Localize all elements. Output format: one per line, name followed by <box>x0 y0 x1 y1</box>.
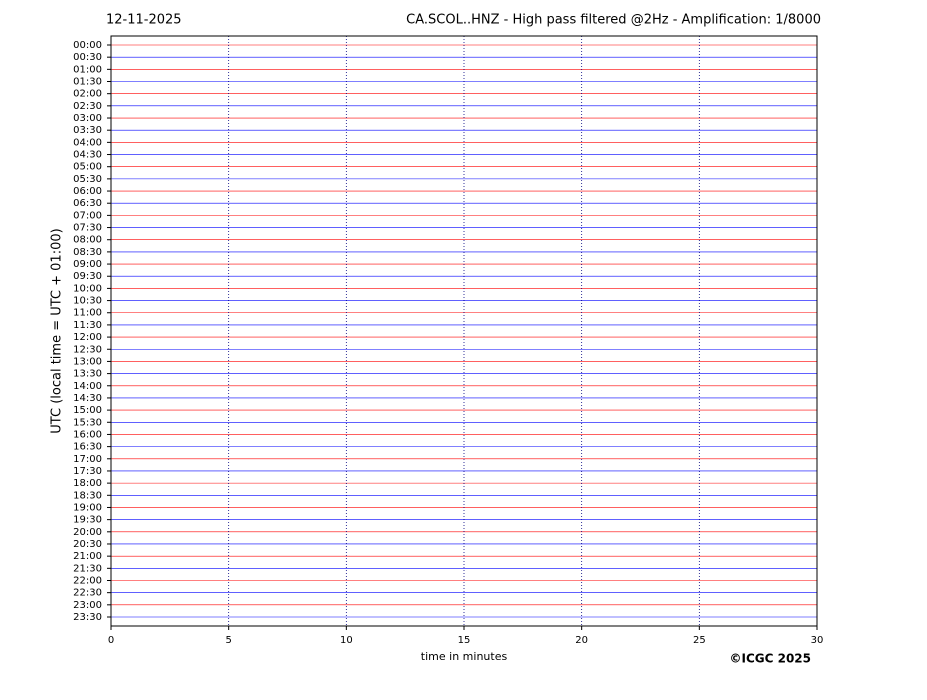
y-tick-label: 18:00 <box>73 478 102 489</box>
y-tick-label: 22:00 <box>73 575 102 586</box>
y-tick-label: 18:30 <box>73 490 102 501</box>
y-tick-label: 23:30 <box>73 612 102 623</box>
x-tick-label: 10 <box>340 635 353 646</box>
plot-frame <box>110 35 818 627</box>
x-tick-label: 0 <box>108 635 114 646</box>
y-tick-label: 04:00 <box>73 137 102 148</box>
y-tick-label: 00:30 <box>73 52 102 63</box>
x-tick-label: 20 <box>575 635 588 646</box>
y-tick-label: 15:30 <box>73 417 102 428</box>
y-tick-label: 01:00 <box>73 64 102 75</box>
y-tick-label: 12:30 <box>73 344 102 355</box>
y-tick-label: 21:00 <box>73 551 102 562</box>
y-tick-label: 02:00 <box>73 89 102 100</box>
y-tick-label: 09:30 <box>73 271 102 282</box>
x-tick-label: 15 <box>458 635 471 646</box>
credit: ©ICGC 2025 <box>729 652 811 666</box>
y-tick-label: 10:00 <box>73 283 102 294</box>
y-axis-label: UTC (local time = UTC + 01:00) <box>50 228 65 433</box>
y-tick-label: 17:30 <box>73 466 102 477</box>
y-tick-label: 19:30 <box>73 515 102 526</box>
y-tick-label: 20:30 <box>73 539 102 550</box>
y-tick-label: 00:00 <box>73 40 102 51</box>
y-tick-label: 06:30 <box>73 198 102 209</box>
y-tick-label: 07:30 <box>73 223 102 234</box>
y-tick-label: 14:00 <box>73 381 102 392</box>
y-tick-label: 06:00 <box>73 186 102 197</box>
y-tick-label: 19:00 <box>73 502 102 513</box>
chart-title: CA.SCOL..HNZ - High pass filtered @2Hz -… <box>406 13 821 28</box>
y-tick-label: 17:00 <box>73 454 102 465</box>
y-tick-label: 21:30 <box>73 563 102 574</box>
y-tick-label: 12:00 <box>73 332 102 343</box>
y-tick-label: 13:30 <box>73 369 102 380</box>
y-tick-label: 01:30 <box>73 77 102 88</box>
y-tick-label: 11:30 <box>73 320 102 331</box>
y-tick-label: 07:00 <box>73 210 102 221</box>
x-tick-label: 30 <box>811 635 824 646</box>
x-tick-label: 25 <box>693 635 706 646</box>
y-tick-label: 03:00 <box>73 113 102 124</box>
y-tick-label: 05:00 <box>73 162 102 173</box>
y-tick-label: 09:00 <box>73 259 102 270</box>
x-tick-label: 5 <box>225 635 231 646</box>
y-tick-label: 23:00 <box>73 600 102 611</box>
chart-date: 12-11-2025 <box>106 13 182 28</box>
y-tick-label: 03:30 <box>73 125 102 136</box>
y-tick-label: 04:30 <box>73 150 102 161</box>
y-tick-label: 16:30 <box>73 442 102 453</box>
y-tick-label: 20:00 <box>73 527 102 538</box>
y-tick-label: 08:00 <box>73 235 102 246</box>
x-axis-label: time in minutes <box>421 650 508 663</box>
y-tick-label: 02:30 <box>73 101 102 112</box>
y-tick-label: 14:30 <box>73 393 102 404</box>
y-tick-label: 15:00 <box>73 405 102 416</box>
y-tick-label: 16:00 <box>73 429 102 440</box>
y-tick-label: 13:00 <box>73 356 102 367</box>
y-tick-label: 11:00 <box>73 308 102 319</box>
y-tick-label: 08:30 <box>73 247 102 258</box>
y-tick-label: 22:30 <box>73 588 102 599</box>
y-tick-label: 10:30 <box>73 296 102 307</box>
y-tick-label: 05:30 <box>73 174 102 185</box>
